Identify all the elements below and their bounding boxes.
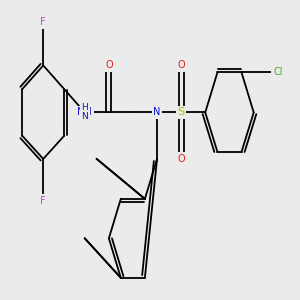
Text: H
N: H N: [81, 103, 88, 122]
Text: Cl: Cl: [273, 68, 283, 77]
Text: N: N: [153, 107, 161, 117]
Text: O: O: [177, 154, 185, 164]
Text: NH: NH: [77, 107, 92, 117]
Text: F: F: [40, 17, 46, 27]
Text: O: O: [177, 60, 185, 70]
Text: O: O: [105, 60, 113, 70]
Text: F: F: [40, 196, 46, 206]
Text: S: S: [178, 107, 185, 117]
